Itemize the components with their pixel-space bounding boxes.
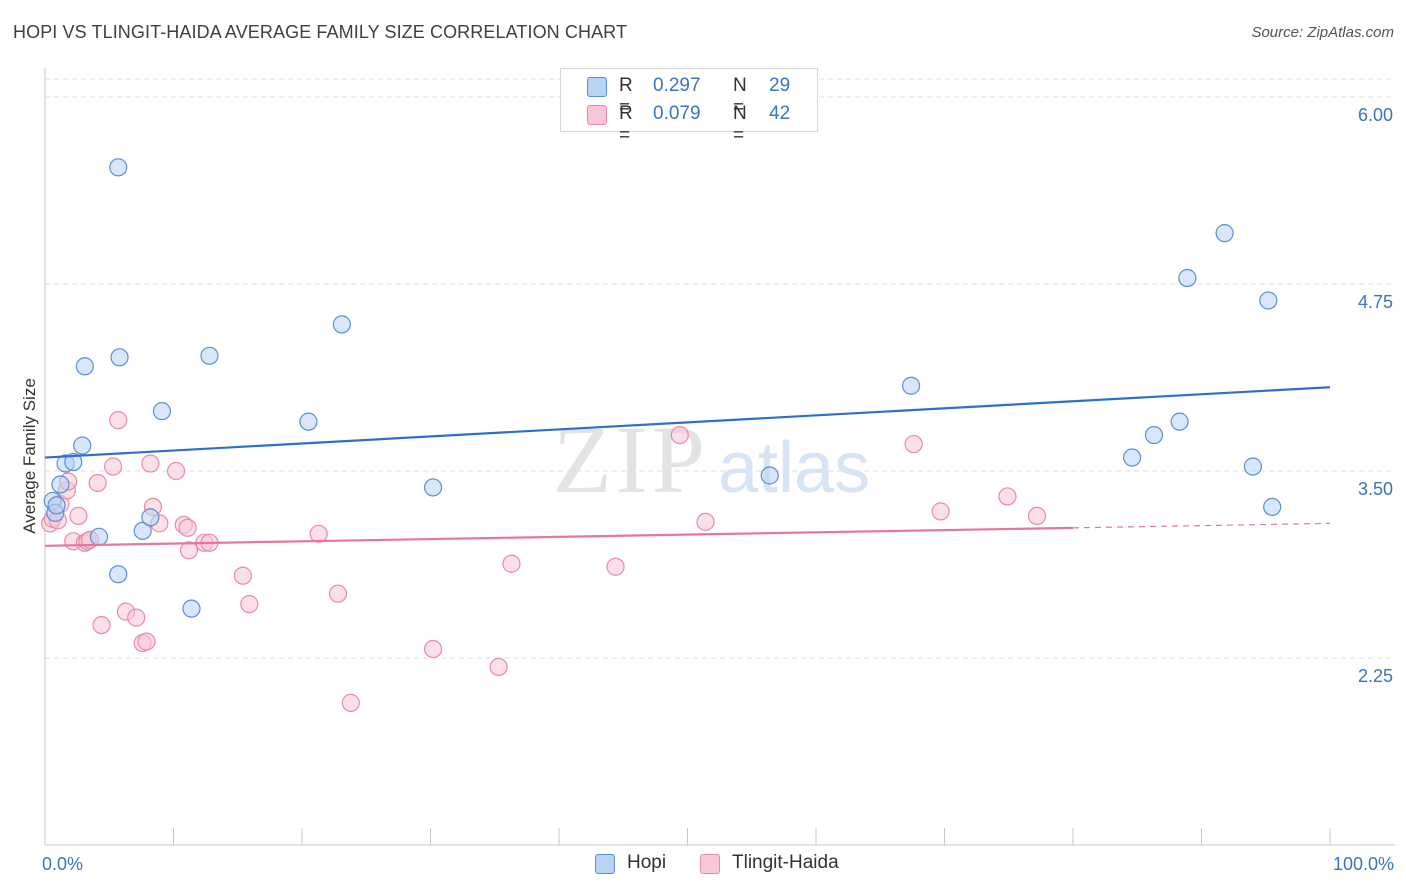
- tlingit-haida-point: [931, 502, 950, 521]
- n-label: N =: [733, 75, 747, 118]
- tlingit-haida-n-value: 42: [769, 103, 791, 124]
- x-tick-label-min: 0.0%: [42, 854, 83, 874]
- hopi-point: [89, 527, 109, 546]
- tlingit-haida-point: [423, 639, 443, 659]
- tlingit-haida-point: [179, 541, 199, 560]
- hopi-swatch: [587, 77, 607, 97]
- hopi-point: [75, 357, 94, 376]
- y-tick-label: 2.25: [1358, 666, 1393, 686]
- tlingit-haida-point: [341, 693, 360, 712]
- tlingit-haida-point: [904, 434, 923, 454]
- tlingit-haida-point: [127, 608, 146, 627]
- y-tick-label: 4.75: [1358, 292, 1393, 312]
- watermark: ZIP atlas: [553, 406, 870, 513]
- hopi-points: [43, 158, 1282, 618]
- tlingit-haida-trend-extension: [1072, 522, 1331, 529]
- y-tick-labels: 2.25 3.50 4.75 6.00: [1358, 105, 1393, 686]
- tlingit-haida-point: [109, 411, 128, 430]
- hopi-point: [141, 508, 160, 527]
- tlingit-haida-point: [489, 657, 508, 677]
- hopi-point: [133, 521, 152, 540]
- tlingit-haida-point: [696, 512, 715, 531]
- hopi-point: [109, 565, 128, 584]
- tlingit-haida-point: [606, 557, 625, 576]
- r-label: R =: [619, 103, 633, 146]
- chart-title: HOPI VS TLINGIT-HAIDA AVERAGE FAMILY SIZ…: [13, 22, 628, 42]
- tlingit-haida-points: [41, 411, 1047, 712]
- hopi-point: [1144, 425, 1164, 445]
- source-label: Source: ZipAtlas.com: [1251, 24, 1394, 41]
- tlingit-haida-point: [309, 524, 328, 543]
- hopi-point: [760, 466, 779, 485]
- tlingit-haida-point: [178, 518, 197, 537]
- tlingit-haida-point: [92, 615, 111, 635]
- tlingit-haida-trend-line: [44, 526, 1074, 547]
- hopi-point: [1178, 268, 1197, 288]
- watermark-atlas: atlas: [718, 428, 870, 508]
- tlingit-haida-point: [104, 457, 123, 476]
- hopi-legend-label: Hopi: [627, 852, 667, 873]
- hopi-point: [73, 436, 92, 455]
- tlingit-haida-point: [69, 506, 88, 525]
- tlingit-haida-point: [141, 454, 160, 473]
- hopi-point: [1215, 224, 1234, 243]
- hopi-point: [47, 496, 66, 515]
- tlingit-haida-point: [166, 461, 186, 481]
- tlingit-haida-swatch: [587, 105, 607, 125]
- hopi-point: [901, 376, 921, 395]
- r-label: R =: [619, 75, 633, 118]
- hopi-n-value: 29: [769, 75, 791, 96]
- x-tick-label-max: 100.0%: [1333, 854, 1394, 874]
- tlingit-haida-point: [328, 584, 348, 603]
- tlingit-haida-point: [670, 425, 689, 445]
- tlingit-haida-legend-label: Tlingit-Haida: [732, 852, 839, 873]
- hopi-point: [109, 158, 128, 177]
- tlingit-haida-point: [137, 632, 156, 651]
- hopi-point: [1243, 457, 1263, 476]
- tlingit-haida-point: [240, 595, 259, 614]
- y-tick-label: 3.50: [1358, 479, 1393, 499]
- tlingit-haida-swatch: [700, 854, 720, 874]
- hopi-point: [423, 478, 443, 497]
- x-tick-marks: [44, 828, 1331, 845]
- y-axis-label: Average Family Size: [20, 378, 39, 534]
- hopi-point: [182, 599, 201, 618]
- tlingit-haida-r-value: 0.079: [653, 103, 701, 124]
- hopi-trend-line: [44, 386, 1331, 459]
- hopi-point: [152, 402, 172, 421]
- hopi-point: [1263, 497, 1282, 517]
- tlingit-haida-point: [502, 554, 521, 573]
- hopi-point: [110, 348, 129, 367]
- tlingit-haida-point: [1027, 506, 1047, 525]
- tlingit-haida-point: [88, 473, 107, 493]
- correlation-legend: R = 0.297 N = 29 R = 0.079 N = 42: [560, 68, 818, 146]
- hopi-swatch: [595, 854, 615, 874]
- hopi-point: [1123, 448, 1142, 467]
- tlingit-haida-point: [998, 487, 1017, 506]
- trend-lines: [44, 386, 1331, 547]
- hopi-point: [1170, 412, 1189, 431]
- hopi-r-value: 0.297: [653, 75, 701, 96]
- hopi-point: [200, 346, 219, 365]
- tlingit-haida-point: [233, 566, 252, 585]
- hopi-point: [299, 412, 318, 431]
- y-tick-label: 6.00: [1358, 105, 1393, 125]
- n-label: N =: [733, 103, 747, 146]
- hopi-point: [51, 475, 70, 494]
- hopi-point: [1259, 291, 1278, 310]
- hopi-point: [332, 315, 351, 334]
- hopi-point: [64, 452, 83, 472]
